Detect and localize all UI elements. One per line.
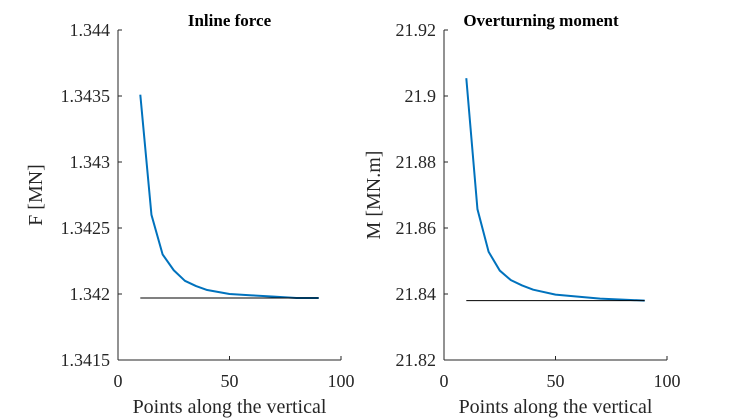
series-line <box>139 94 319 299</box>
x-tick-label: 100 <box>654 371 681 391</box>
x-ticks-overturning-moment: 0 50 100 <box>440 356 681 391</box>
panel-inline-force: Inline force 1.3415 1.342 1.3425 1.343 1.343… <box>25 11 355 418</box>
series-inline-force <box>139 94 319 299</box>
xlabel-overturning-moment: Points along the vertical <box>459 396 653 418</box>
x-tick-label: 100 <box>328 371 355 391</box>
y-tick-label: 1.3435 <box>61 86 111 106</box>
xlabel-inline-force: Points along the vertical <box>133 396 327 418</box>
y-tick-label: 21.9 <box>405 86 437 106</box>
x-tick-label: 50 <box>221 371 239 391</box>
y-ticks-overturning-moment: 21.82 21.84 21.86 21.88 21.9 21.92 <box>396 20 448 370</box>
y-tick-label: 1.344 <box>70 20 111 40</box>
y-tick-label: 21.92 <box>396 20 437 40</box>
series-overturning-moment <box>465 78 645 302</box>
series-line <box>465 78 645 302</box>
plot-area-inline-force <box>118 30 341 360</box>
panel-overturning-moment: Overturning moment 21.8221.8421.8621.882… <box>363 11 681 418</box>
x-tick-label: 0 <box>114 371 123 391</box>
x-ticks-inline-force: 0 50 100 <box>114 356 355 391</box>
plot-area-overturning-moment <box>444 30 667 360</box>
x-tick-label: 0 <box>440 371 449 391</box>
y-tick-label: 21.86 <box>396 218 437 238</box>
y-tick-label: 1.3425 <box>61 218 111 238</box>
y-tick-label: 21.88 <box>396 152 437 172</box>
y-tick-label: 21.84 <box>396 284 437 304</box>
title-overturning-moment: Overturning moment <box>463 11 619 30</box>
y-ticks-inline-force: 1.3415 1.342 1.3425 1.343 1.3435 1.344 <box>61 20 122 370</box>
y-tick-label: 1.342 <box>70 284 111 304</box>
y-tick-label: 1.3415 <box>61 350 111 370</box>
ylabel-overturning-moment: M [MN.m] <box>363 151 385 240</box>
y-tick-label: 1.343 <box>70 152 111 172</box>
ylabel-inline-force: F [MN] <box>25 164 47 226</box>
x-tick-label: 50 <box>547 371 565 391</box>
y-tick-label: 21.82 <box>396 350 437 370</box>
title-inline-force: Inline force <box>188 11 272 30</box>
